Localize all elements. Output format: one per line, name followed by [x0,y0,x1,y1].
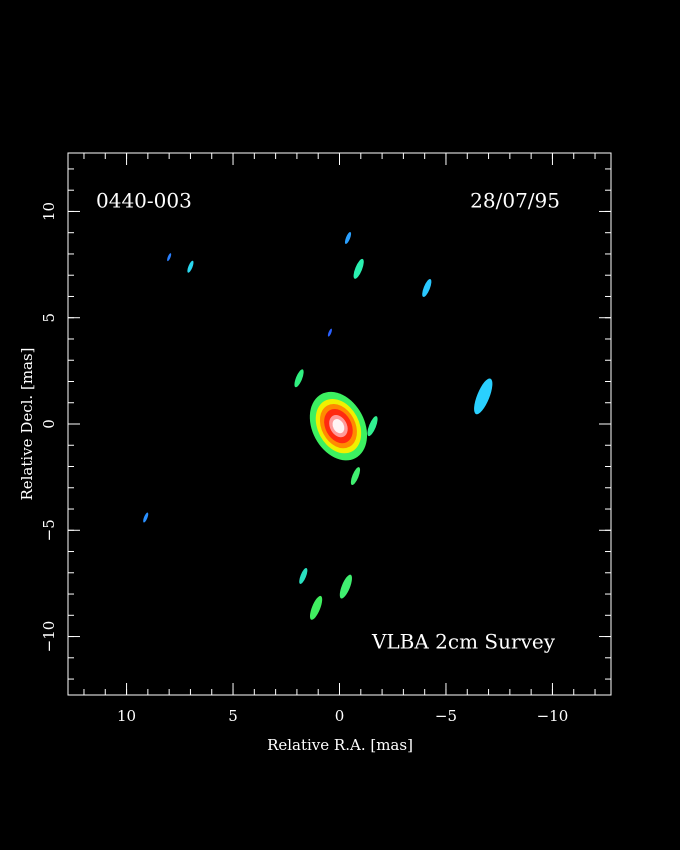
y-tick-label: 10 [40,202,58,221]
jet-component [339,574,352,599]
y-tick-label: 5 [40,313,58,323]
jet-component [309,595,323,620]
x-tick-label: −5 [435,707,457,725]
y-tick-label: 0 [40,419,58,429]
jet-component [422,279,432,297]
jet-component [474,378,493,415]
core-contour [332,419,345,434]
x-tick-label: 5 [228,707,238,725]
jet-component [294,369,304,388]
jet-component [367,416,378,437]
y-axis-title: Relative Decl. [mas] [18,347,36,500]
jet-component [299,568,308,584]
y-tick-label: −5 [40,519,58,541]
x-tick-label: 10 [117,707,136,725]
jet-component [350,467,361,486]
jet-component [327,328,332,337]
date-label: 28/07/95 [470,189,560,213]
jet-component [344,232,352,244]
x-tick-label: −10 [537,707,569,725]
jet-component [167,253,172,262]
jet-component [353,258,364,279]
x-tick-label: 0 [335,707,345,725]
source-label: 0440-003 [96,189,192,213]
survey-label: VLBA 2cm Survey [371,630,556,654]
map-area [143,232,493,620]
jet-component [143,512,149,523]
jet-component [187,260,194,273]
y-tick-label: −10 [40,621,58,653]
x-axis-title: Relative R.A. [mas] [267,736,413,754]
